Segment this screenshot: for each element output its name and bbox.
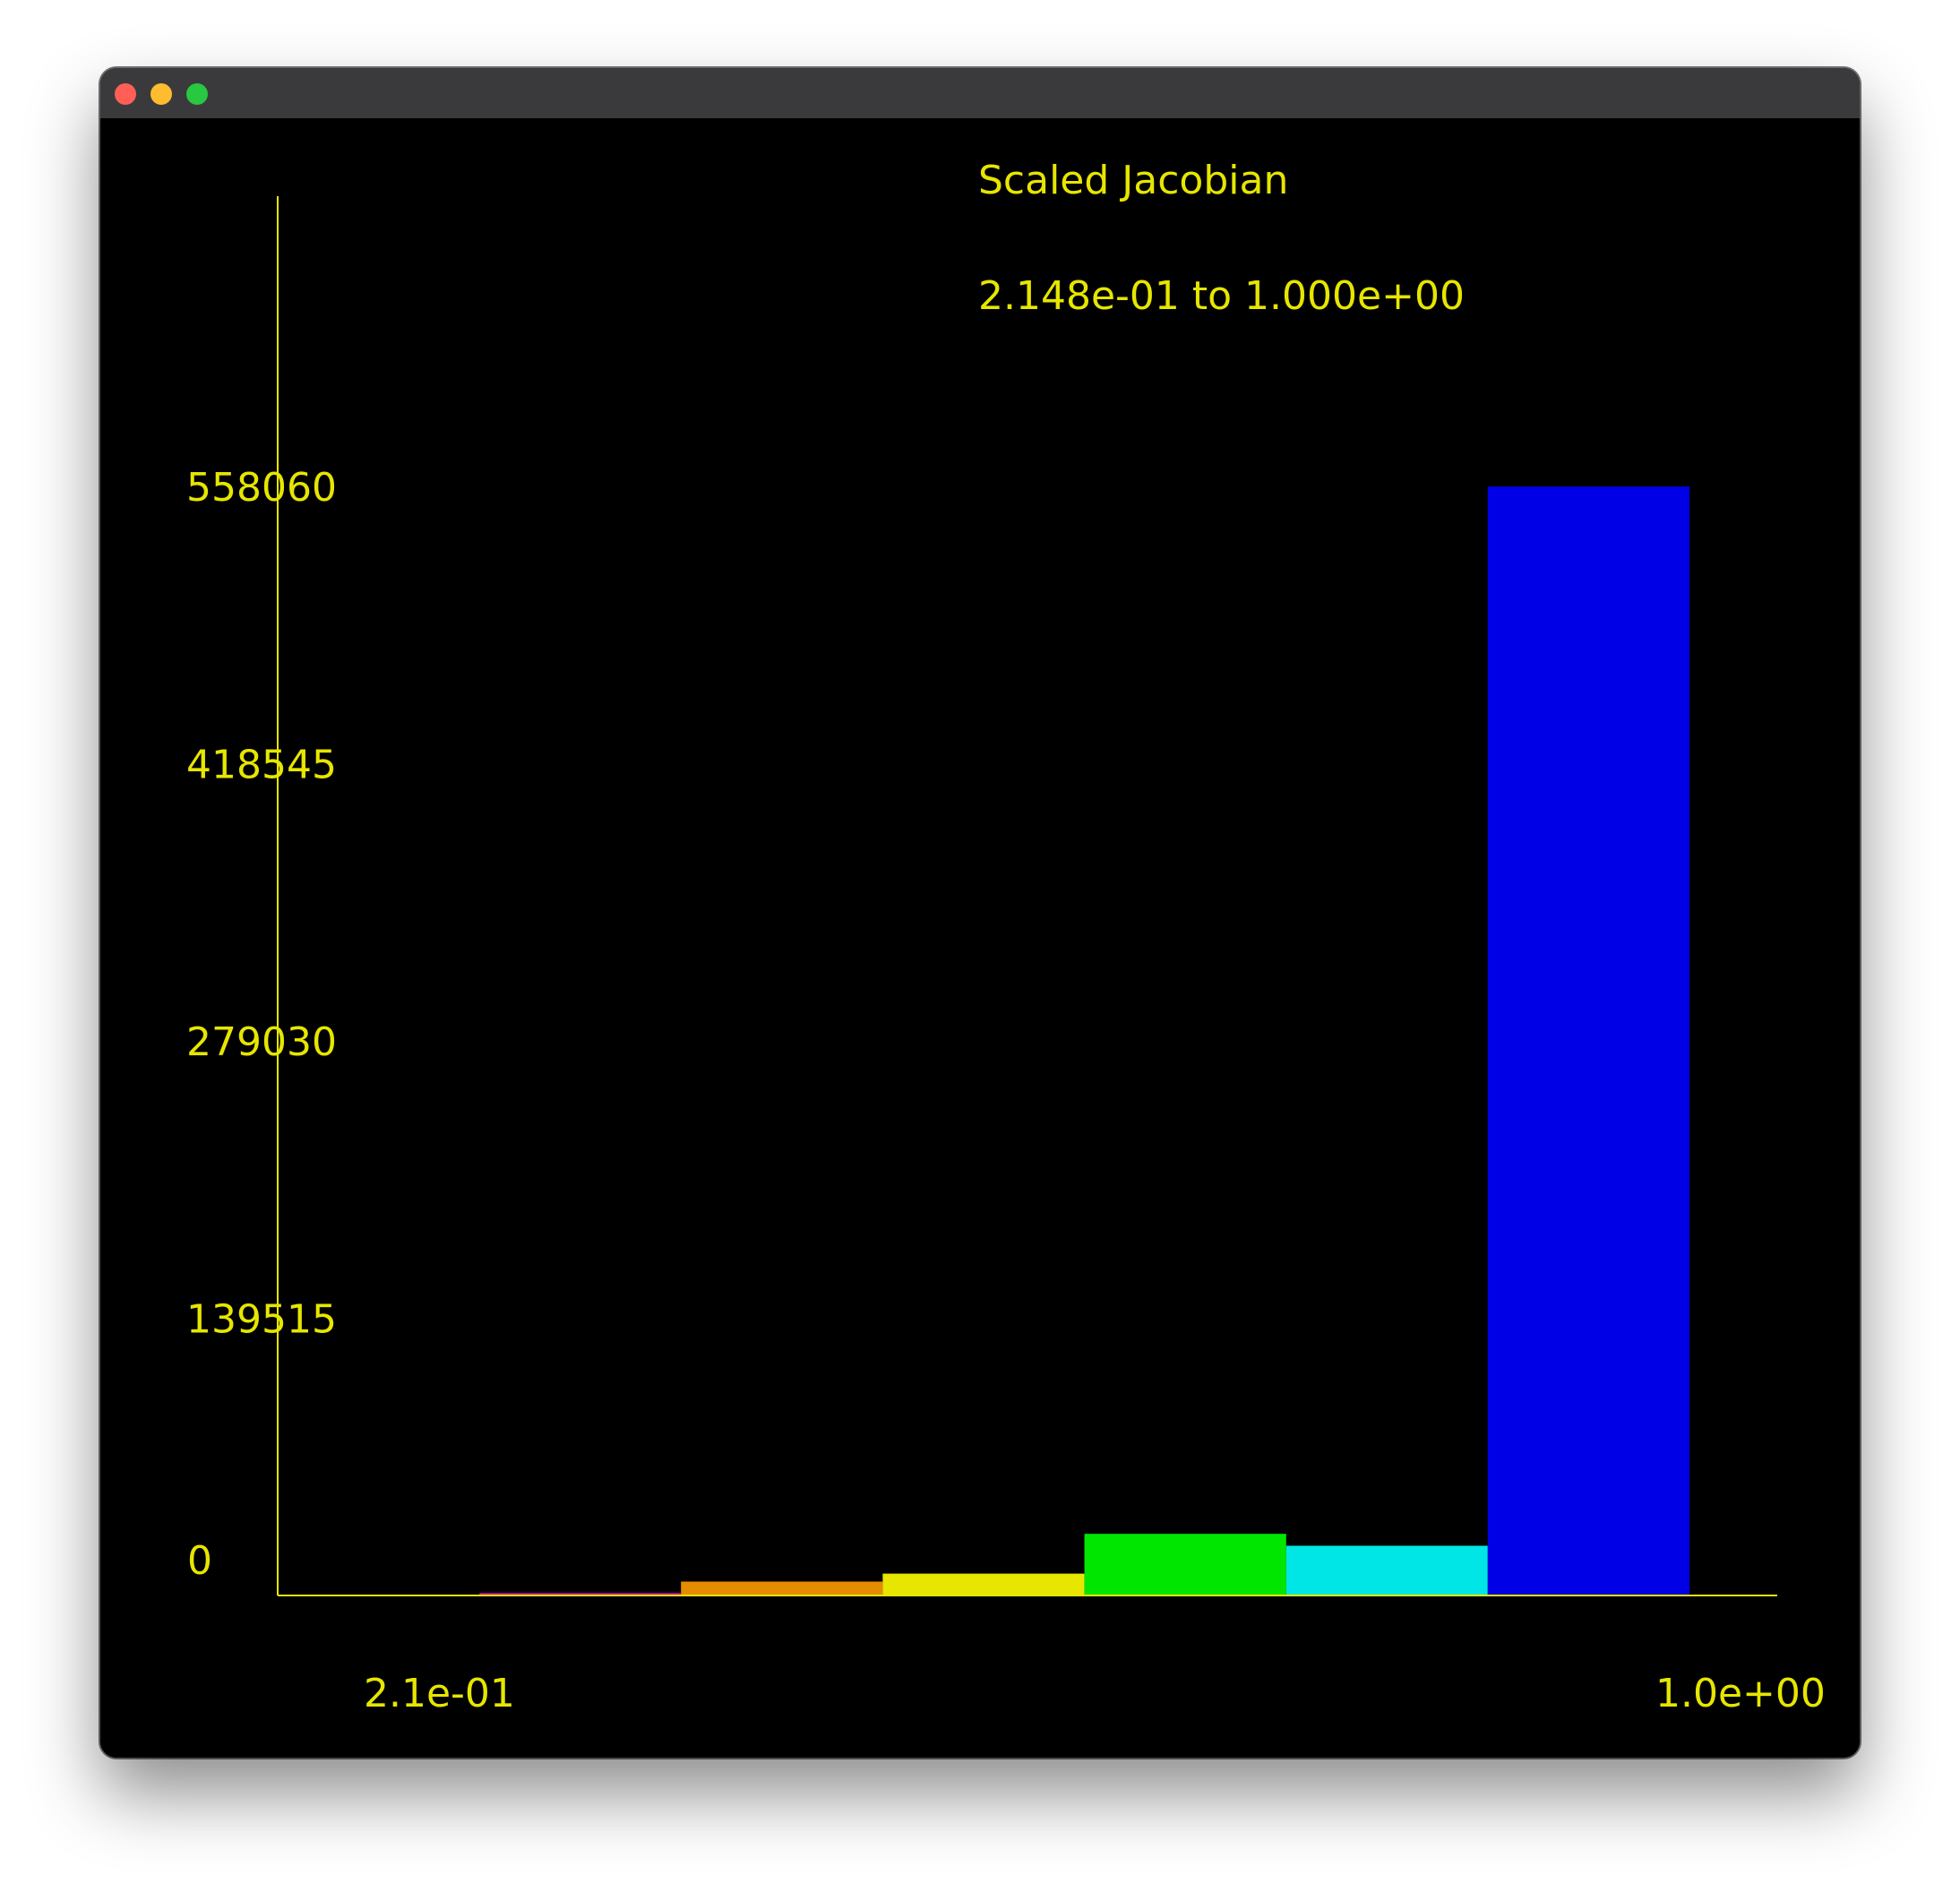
histogram-bar-4	[882, 1573, 1085, 1595]
histogram-chart: Scaled Jacobian 2.148e-01 to 1.000e+00 0…	[186, 158, 1826, 1716]
chart-subtitle: 2.148e-01 to 1.000e+00	[978, 273, 1465, 319]
histogram-bar-7	[1487, 486, 1689, 1595]
maximize-icon[interactable]	[186, 83, 208, 105]
y-tick-label-0: 0	[187, 1538, 212, 1584]
app-window: Scaled Jacobian 2.148e-01 to 1.000e+00 0…	[100, 68, 1860, 1758]
y-tick-labels: 0 139515 279030 418545 558060	[186, 465, 337, 1584]
histogram-bar-6	[1285, 1545, 1488, 1595]
histogram-bar-2	[479, 1593, 682, 1595]
bars-group	[479, 486, 1689, 1595]
histogram-bar-3	[681, 1581, 883, 1595]
y-tick-label-1: 139515	[186, 1297, 337, 1343]
y-tick-label-4: 558060	[186, 465, 337, 511]
y-tick-label-2: 279030	[186, 1019, 337, 1065]
y-tick-label-3: 418545	[186, 743, 337, 788]
title-bar	[100, 68, 1860, 119]
histogram-bar-5	[1084, 1534, 1286, 1595]
minimize-icon[interactable]	[150, 83, 172, 105]
chart-title: Scaled Jacobian	[978, 158, 1288, 203]
chart-canvas: Scaled Jacobian 2.148e-01 to 1.000e+00 0…	[100, 118, 1860, 1758]
close-icon[interactable]	[115, 83, 136, 105]
x-tick-label-max: 1.0e+00	[1655, 1671, 1826, 1716]
x-tick-label-min: 2.1e-01	[364, 1671, 515, 1716]
